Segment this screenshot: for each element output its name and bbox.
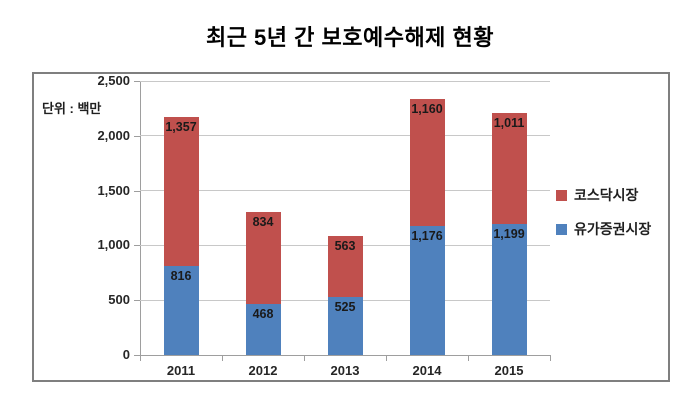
bar-segment-kosdaq-market: 1,357 [163, 116, 199, 266]
y-axis-tick [134, 81, 140, 82]
y-axis-tick [134, 245, 140, 247]
legend-entry-kosdaq-market: 코스닥시장 [556, 186, 651, 204]
plot-area: 816 1,357 468 834 525 563 1,176 1,160 1,199 1,011 [140, 80, 550, 355]
bar-value-label: 1,357 [165, 119, 197, 134]
bar-value-label: 525 [334, 300, 356, 315]
bar-segment-kospi-market: 1,199 [491, 223, 527, 355]
x-axis-tick [468, 356, 469, 361]
x-axis-tick [386, 356, 387, 361]
x-tick-label: 2015 [494, 363, 524, 378]
chart-frame: 단위 : 백만 816 1,357 468 834 525 563 1,176 1,160 1,… [32, 72, 670, 382]
legend-label: 코스닥시장 [574, 187, 639, 203]
gridline [140, 135, 550, 137]
y-axis-tick [134, 135, 140, 137]
y-tick-label: 500 [108, 292, 130, 308]
bar-value-label: 563 [334, 238, 356, 253]
unit-label: 단위 : 백만 [42, 101, 102, 116]
gridline [140, 80, 550, 82]
bar-segment-kosdaq-market: 1,160 [409, 98, 445, 227]
y-axis-tick [134, 190, 140, 192]
legend-label: 유가증권시장 [574, 221, 652, 237]
legend-swatch-kosdaq-market [556, 189, 567, 201]
bar-segment-kospi-market: 1,176 [409, 226, 445, 355]
x-tick-label: 2014 [412, 363, 442, 378]
bar-value-label: 834 [252, 215, 274, 230]
legend-swatch-kospi-market [556, 223, 567, 235]
bar-segment-kosdaq-market: 1,011 [491, 112, 527, 224]
bar-value-label: 1,176 [411, 229, 443, 244]
x-axis-tick [550, 356, 551, 361]
y-axis-line [140, 81, 141, 355]
bar-segment-kospi-market: 468 [245, 303, 281, 355]
bar-segment-kospi-market: 816 [163, 265, 199, 355]
x-tick-label: 2013 [330, 363, 360, 378]
x-axis-tick [222, 356, 223, 361]
chart-title: 최근 5년 간 보호예수해제 현황 [205, 25, 495, 50]
x-axis-tick [140, 356, 141, 361]
bar-segment-kosdaq-market: 834 [245, 212, 281, 304]
y-axis-tick [134, 355, 140, 356]
y-tick-label: 1,000 [97, 237, 130, 253]
gridline [140, 190, 550, 192]
bar-segment-kospi-market: 525 [327, 297, 363, 355]
y-axis-tick [134, 300, 140, 302]
x-tick-label: 2012 [248, 363, 278, 378]
bar-value-label: 1,160 [411, 101, 443, 116]
y-tick-label: 1,500 [97, 182, 130, 198]
bar-value-label: 1,199 [493, 226, 525, 241]
bar-value-label: 1,011 [493, 115, 525, 130]
y-tick-label: 0 [122, 347, 130, 362]
y-tick-label: 2,000 [97, 127, 130, 143]
y-tick-label: 2,500 [97, 73, 130, 88]
bar-value-label: 468 [252, 306, 274, 321]
legend-entry-kospi-market: 유가증권시장 [556, 220, 651, 238]
bar-segment-kosdaq-market: 563 [327, 235, 363, 298]
x-axis-tick [304, 356, 305, 361]
x-axis-line [140, 355, 551, 356]
bar-value-label: 816 [170, 268, 192, 283]
x-tick-label: 2011 [166, 363, 196, 378]
